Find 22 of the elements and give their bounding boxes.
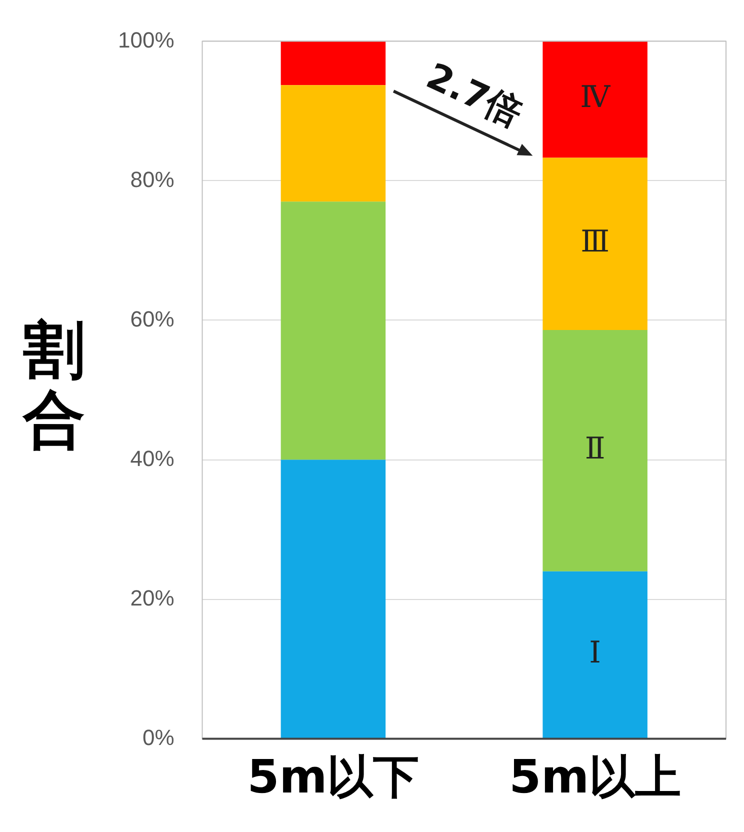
bar (542, 41, 648, 158)
y-tick-label: 100% (118, 27, 174, 52)
bar (280, 85, 386, 202)
series-label: Ⅳ (580, 80, 612, 116)
y-tick-label: 0% (142, 724, 174, 750)
bar (280, 41, 386, 86)
bar (542, 158, 648, 330)
annotation: 2.7倍 (420, 56, 528, 136)
y-tick-label: 60% (130, 306, 174, 332)
series-label: Ⅲ (580, 224, 610, 260)
bar (542, 330, 648, 572)
bar (280, 460, 386, 738)
y-tick-label: 40% (130, 446, 174, 471)
series-label: Ⅱ (584, 431, 606, 466)
y-tick-label: 20% (130, 585, 174, 610)
y-tick-label: 80% (130, 166, 174, 192)
x-tick-label: 5m以上 (509, 749, 682, 804)
bar (280, 202, 386, 460)
bar (542, 571, 648, 738)
x-tick-label: 5m以下 (247, 749, 420, 804)
y-axis-title: 割合 (22, 313, 85, 456)
series-label: Ⅰ (589, 636, 601, 671)
